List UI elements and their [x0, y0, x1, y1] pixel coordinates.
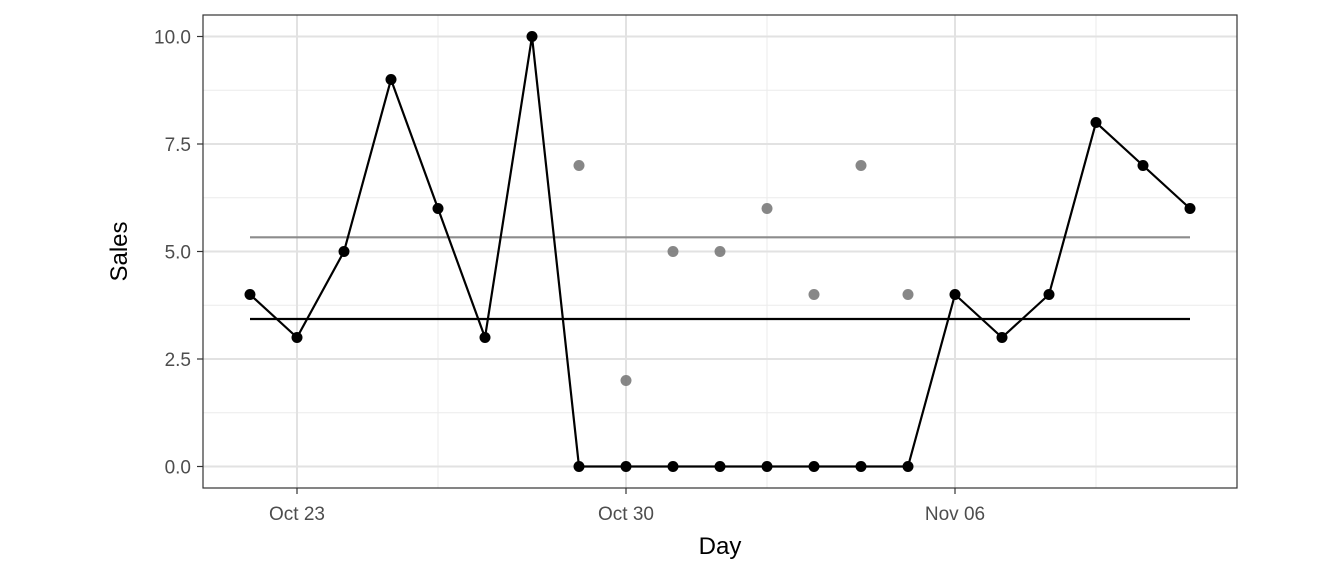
imputed-point	[855, 160, 867, 171]
y-tick-label: 7.5	[165, 135, 191, 156]
imputed-point	[808, 289, 820, 300]
sales-point	[714, 461, 726, 472]
sales-point	[667, 461, 679, 472]
imputed-point	[667, 246, 679, 257]
sales-point	[855, 461, 867, 472]
y-tick-label: 0.0	[165, 458, 191, 479]
imputed-point	[573, 160, 585, 171]
sales-point	[902, 461, 914, 472]
major-gridlines	[203, 15, 1237, 488]
y-axis: 0.0 2.5 5.0 7.5 10.0	[154, 28, 203, 479]
sales-point	[526, 31, 538, 42]
x-tick-label: Oct 30	[598, 504, 654, 525]
sales-point	[244, 289, 256, 300]
sales-point	[949, 289, 961, 300]
sales-point	[338, 246, 350, 257]
y-axis-title: Sales	[106, 221, 133, 281]
x-tick-label: Nov 06	[925, 504, 985, 525]
sales-point	[432, 203, 444, 214]
imputed-point	[620, 375, 632, 386]
sales-point	[808, 461, 820, 472]
imputed-points-series	[573, 160, 914, 386]
x-axis-title: Day	[699, 533, 742, 560]
sales-point	[1043, 289, 1055, 300]
y-tick-label: 10.0	[154, 28, 191, 49]
sales-point	[479, 332, 491, 343]
x-axis: Oct 23 Oct 30 Nov 06	[269, 488, 985, 525]
sales-point	[291, 332, 303, 343]
imputed-point	[761, 203, 773, 214]
reference-lines	[250, 236, 1190, 321]
sales-point	[761, 461, 773, 472]
sales-point	[1184, 203, 1196, 214]
sales-series	[244, 31, 1196, 472]
sales-point	[573, 461, 585, 472]
x-tick-label: Oct 23	[269, 504, 325, 525]
y-tick-label: 2.5	[165, 350, 191, 371]
sales-point	[385, 74, 397, 85]
sales-point	[620, 461, 632, 472]
sales-point	[996, 332, 1008, 343]
sales-point	[1090, 117, 1102, 128]
imputed-point	[714, 246, 726, 257]
imputed-point	[902, 289, 914, 300]
sales-point	[1137, 160, 1149, 171]
y-tick-label: 5.0	[165, 243, 191, 264]
